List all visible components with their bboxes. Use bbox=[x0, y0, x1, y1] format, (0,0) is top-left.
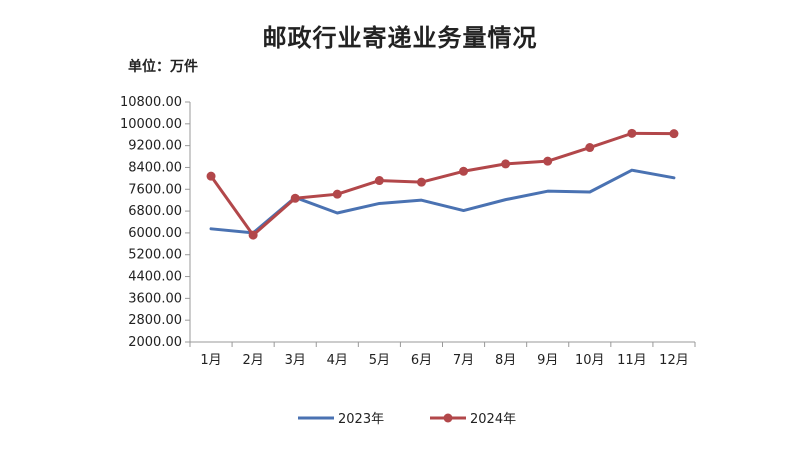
y-tick-label: 3600.00 bbox=[128, 291, 182, 306]
data-point bbox=[543, 156, 553, 166]
data-point bbox=[374, 176, 384, 186]
y-tick-label: 4400.00 bbox=[128, 270, 182, 285]
x-tick-label: 9月 bbox=[537, 353, 558, 368]
y-tick-label: 6800.00 bbox=[128, 204, 182, 219]
data-point bbox=[248, 230, 258, 240]
data-point bbox=[669, 129, 679, 139]
y-axis: 2000.00 2800.00 3600.00 4400.00 5200.00 6000.… bbox=[120, 95, 191, 350]
y-tick-label: 8400.00 bbox=[128, 160, 182, 175]
data-point bbox=[459, 166, 469, 176]
data-point bbox=[416, 177, 426, 187]
x-tick-label: 7月 bbox=[453, 353, 474, 368]
y-tick-label: 10000.00 bbox=[120, 117, 182, 132]
x-axis: 1月 2月 3月 4月 5月 6月 7月 8月 9月 10月 11月 12月 bbox=[189, 341, 696, 368]
data-point bbox=[501, 159, 511, 169]
legend-swatch-marker bbox=[443, 413, 453, 423]
legend-label: 2024年 bbox=[470, 412, 516, 427]
series-line-2 bbox=[209, 131, 676, 237]
y-tick-label: 2800.00 bbox=[128, 313, 182, 328]
x-tick-label: 1月 bbox=[200, 353, 221, 368]
x-tick-label: 11月 bbox=[617, 353, 647, 368]
data-point bbox=[332, 189, 342, 199]
data-point bbox=[627, 128, 637, 138]
y-tick-label: 7600.00 bbox=[128, 182, 182, 197]
x-tick-label: 3月 bbox=[285, 353, 306, 368]
data-point bbox=[290, 193, 300, 203]
x-tick-label: 6月 bbox=[411, 353, 432, 368]
legend: 2023年 2024年 bbox=[298, 412, 516, 427]
x-tick-label: 2月 bbox=[242, 353, 263, 368]
x-tick-label: 5月 bbox=[369, 353, 390, 368]
y-tick-label: 5200.00 bbox=[128, 248, 182, 263]
y-tick-label: 9200.00 bbox=[128, 139, 182, 154]
chart-title: 邮政行业寄递业务量情况 bbox=[262, 24, 538, 52]
legend-label: 2023年 bbox=[338, 412, 384, 427]
data-point bbox=[206, 171, 216, 181]
series-line-1 bbox=[209, 168, 676, 235]
x-tick-label: 8月 bbox=[495, 353, 516, 368]
x-tick-label: 12月 bbox=[659, 353, 689, 368]
unit-label: 单位：万件 bbox=[128, 59, 198, 75]
x-tick-label: 4月 bbox=[327, 353, 348, 368]
y-tick-label: 2000.00 bbox=[128, 335, 182, 350]
data-point bbox=[585, 143, 595, 153]
x-tick-label: 10月 bbox=[575, 353, 605, 368]
y-tick-label: 10800.00 bbox=[120, 95, 182, 110]
series-layer bbox=[206, 128, 679, 240]
y-tick-label: 6000.00 bbox=[128, 226, 182, 241]
